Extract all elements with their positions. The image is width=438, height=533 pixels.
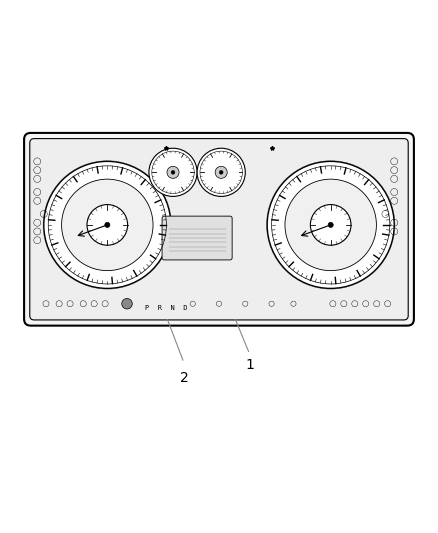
Circle shape — [285, 179, 376, 271]
FancyBboxPatch shape — [30, 139, 408, 320]
Circle shape — [44, 161, 171, 288]
Circle shape — [219, 171, 223, 174]
Text: 2: 2 — [180, 371, 188, 385]
Circle shape — [215, 166, 227, 179]
Circle shape — [105, 222, 110, 228]
Circle shape — [87, 205, 127, 245]
Circle shape — [267, 161, 394, 288]
Text: P  R  N  D: P R N D — [145, 305, 188, 311]
Circle shape — [328, 222, 333, 228]
FancyBboxPatch shape — [162, 216, 232, 260]
Circle shape — [311, 205, 351, 245]
Circle shape — [122, 298, 132, 309]
Circle shape — [167, 166, 179, 179]
FancyBboxPatch shape — [24, 133, 414, 326]
Text: 1: 1 — [245, 358, 254, 372]
Circle shape — [197, 148, 245, 197]
Circle shape — [62, 179, 153, 271]
Circle shape — [171, 171, 175, 174]
Circle shape — [149, 148, 197, 197]
